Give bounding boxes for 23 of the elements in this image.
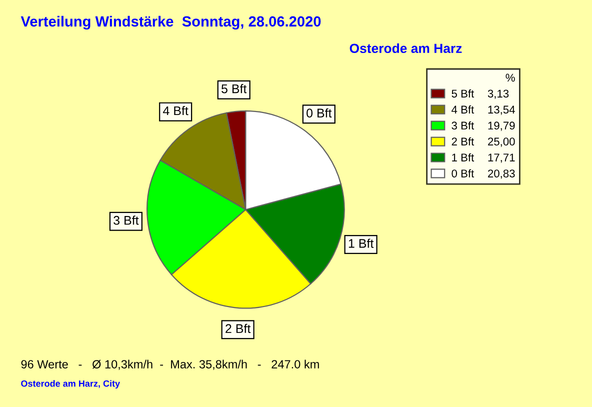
data-label: 20,83	[488, 170, 515, 179]
slice-label: 3 Bft	[114, 216, 139, 225]
chart-subtitle: Osterode am Harz	[350, 43, 462, 54]
data-label: 25,00	[488, 138, 515, 147]
text: 96 Werte - Ø 10,3km/h - Max. 35,8km/h - 247.0 km	[21, 360, 319, 370]
legend-label: 1 Bft	[452, 153, 474, 162]
slice-label: 1 Bft	[348, 238, 374, 248]
slice-label: 0 Bft	[306, 108, 332, 118]
data-label: 17,71	[488, 154, 515, 163]
legend-label: 3 Bft	[452, 121, 474, 130]
legend-label: 2 Bft	[452, 137, 474, 146]
legend-label: 0 Bft	[452, 169, 474, 178]
data-label: 13,54	[488, 106, 515, 115]
legend-label: 4 Bft	[452, 105, 474, 114]
chart-title: Verteilung Windstärke Sonntag, 28.06.2020	[20, 16, 321, 30]
legend-label: 5 Bft	[452, 89, 474, 98]
data-label: 19,79	[488, 122, 515, 131]
slice-label: 4 Bft	[163, 106, 188, 116]
data-label: 3,13	[488, 90, 509, 99]
text: Osterode am Harz, City	[21, 380, 120, 389]
legend-title: %	[506, 74, 515, 82]
slice-label: 2 Bft	[226, 324, 251, 333]
slice-label: 5 Bft	[222, 84, 247, 94]
